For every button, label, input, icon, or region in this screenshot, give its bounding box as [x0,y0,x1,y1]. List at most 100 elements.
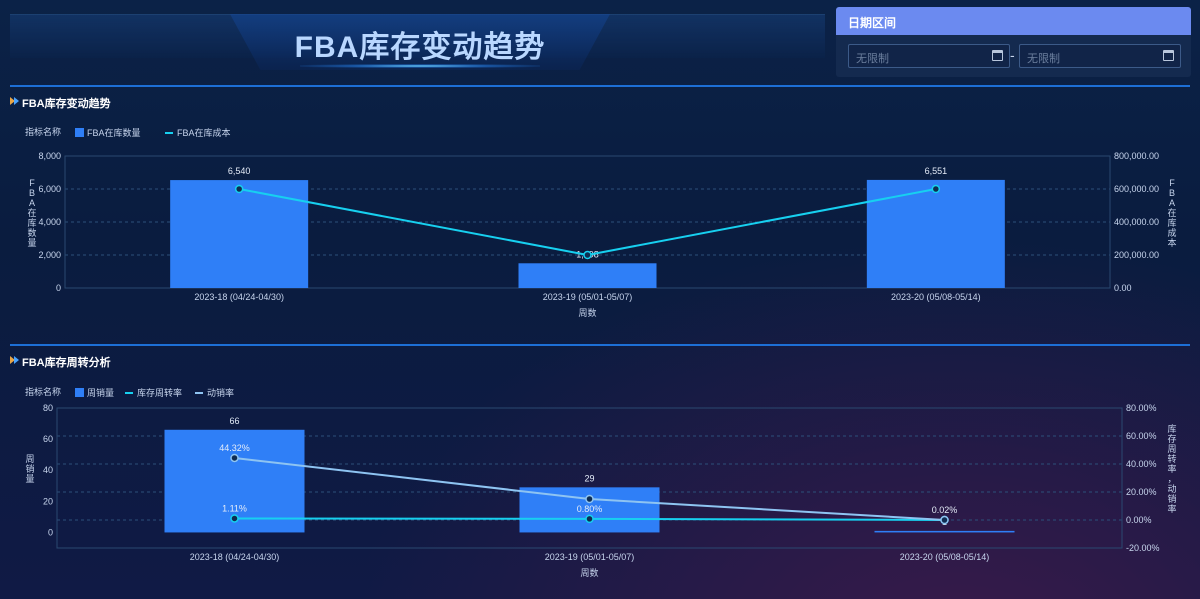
start-date-placeholder: 无限制 [856,53,889,65]
y2-axis-title: A [1169,198,1175,208]
bar [170,180,309,288]
x-tick-label: 2023-19 (05/01-05/07) [543,292,633,302]
date-range-panel: 日期区间 无限制 - 无限制 [836,7,1191,77]
end-date-input[interactable]: 无限制 [1019,44,1181,68]
y-tick-label: 0 [48,527,53,537]
x-axis-title: 周数 [578,307,596,318]
y-tick-label: 40 [43,465,53,475]
y-tick-label: 2,000 [38,250,61,260]
y2-axis-title: 库 [1167,217,1176,228]
section-title-trend: FBA库存变动趋势 [22,98,111,110]
legend-item: 动销率 [207,387,234,398]
point-value-label: 0.80% [577,504,603,514]
y2-axis-title: 存 [1167,433,1176,444]
legend-swatch [75,388,84,397]
y2-tick-label: 600,000.00 [1114,184,1159,194]
y2-tick-label: 0.00 [1114,283,1132,293]
y2-tick-label: 20.00% [1126,487,1157,497]
y2-tick-label: 40.00% [1126,459,1157,469]
y2-axis-title: 率 [1167,463,1176,474]
y-tick-label: 60 [43,434,53,444]
y-tick-label: 8,000 [38,151,61,161]
section-title-turnover: FBA库存周转分析 [22,357,111,369]
double-arrow-icon [10,97,20,105]
calendar-icon[interactable] [1163,50,1174,61]
double-arrow-icon [10,356,20,364]
legend-swatch [125,392,133,394]
section-divider [10,85,1190,87]
series-point [585,514,594,524]
title-glow [300,64,540,68]
legend-item: 周销量 [87,387,114,398]
y2-tick-label: 0.00% [1126,515,1152,525]
y-axis-title: 销 [25,463,34,474]
calendar-icon[interactable] [992,50,1003,61]
y-tick-label: 20 [43,496,53,506]
bar [866,179,1005,288]
y2-axis-title: 周 [1167,444,1176,454]
y-axis-title: 量 [25,474,34,484]
series-point [230,453,239,463]
point-value-label: 1.11% [222,503,247,513]
y-axis-title: A [29,198,35,208]
x-tick-label: 2023-19 (05/01-05/07) [545,552,635,562]
inventory-turnover-chart: 指标名称 周销量 库存周转率 动销率80604020080.00%60.00%40.0… [25,386,1177,578]
y2-tick-label: 60.00% [1126,431,1157,441]
x-axis-title: 周数 [580,567,598,578]
start-date-input[interactable]: 无限制 [848,44,1010,68]
section-divider [10,344,1190,346]
y2-axis-title: 转 [1167,453,1176,464]
legend-item: FBA在库数量 [87,127,141,138]
x-tick-label: 2023-20 (05/08-05/14) [891,292,981,302]
bar [874,530,1015,533]
y2-tick-label: -20.00% [1126,543,1160,553]
y2-axis-title: B [1169,188,1175,198]
y2-axis-title: ， [1167,474,1176,484]
bar-value-label: 29 [584,473,594,483]
legend-item: 库存周转率 [137,387,182,398]
page-title: FBA库存变动趋势 [294,31,546,64]
bar-value-label: 66 [229,416,239,426]
y-axis-title: 周 [25,454,34,464]
y-axis-title: 在 [27,207,36,218]
y2-axis-title: 在 [1167,207,1176,218]
point-value-label: 44.32% [219,443,250,453]
x-tick-label: 2023-18 (04/24-04/30) [190,552,280,562]
y2-axis-title: 成 [1167,227,1176,238]
series-point [583,250,592,260]
y2-tick-label: 800,000.00 [1114,151,1159,161]
series-point [585,494,594,504]
legend-swatch [165,132,173,134]
y-axis-title: 数 [27,227,36,238]
bar [518,263,657,288]
legend-swatch [195,392,203,394]
date-separator: - [1010,47,1015,63]
y-axis-title: F [29,178,35,188]
series-point [230,514,239,523]
y-tick-label: 4,000 [38,217,61,227]
date-range-label: 日期区间 [836,7,1191,35]
legend-title: 指标名称 [25,126,61,137]
bar-value-label: 6,540 [228,166,251,176]
series-point [931,184,941,194]
end-date-placeholder: 无限制 [1027,53,1060,65]
plot-border [56,407,1123,549]
bar-value-label: 6,551 [925,166,948,176]
y2-axis-title: 本 [1167,237,1176,248]
y-tick-label: 6,000 [38,184,61,194]
y2-axis-title: 库 [1167,423,1176,434]
y2-axis-title: 销 [1167,493,1176,504]
y2-axis-title: 率 [1167,503,1176,514]
title-plate [230,14,610,70]
y-tick-label: 0 [56,283,61,293]
legend-item: FBA在库成本 [177,127,231,138]
series-point [234,184,244,194]
y-axis-title: B [29,188,35,198]
y2-tick-label: 400,000.00 [1114,217,1159,227]
legend-title: 指标名称 [25,386,61,397]
inventory-trend-chart: 指标名称 FBA在库数量 FBA在库成本8,0006,0004,0002,00008… [25,126,1177,318]
x-tick-label: 2023-18 (04/24-04/30) [194,292,284,302]
y-tick-label: 80 [43,403,53,413]
y-axis-title: 量 [27,238,36,248]
series-point [940,515,949,525]
